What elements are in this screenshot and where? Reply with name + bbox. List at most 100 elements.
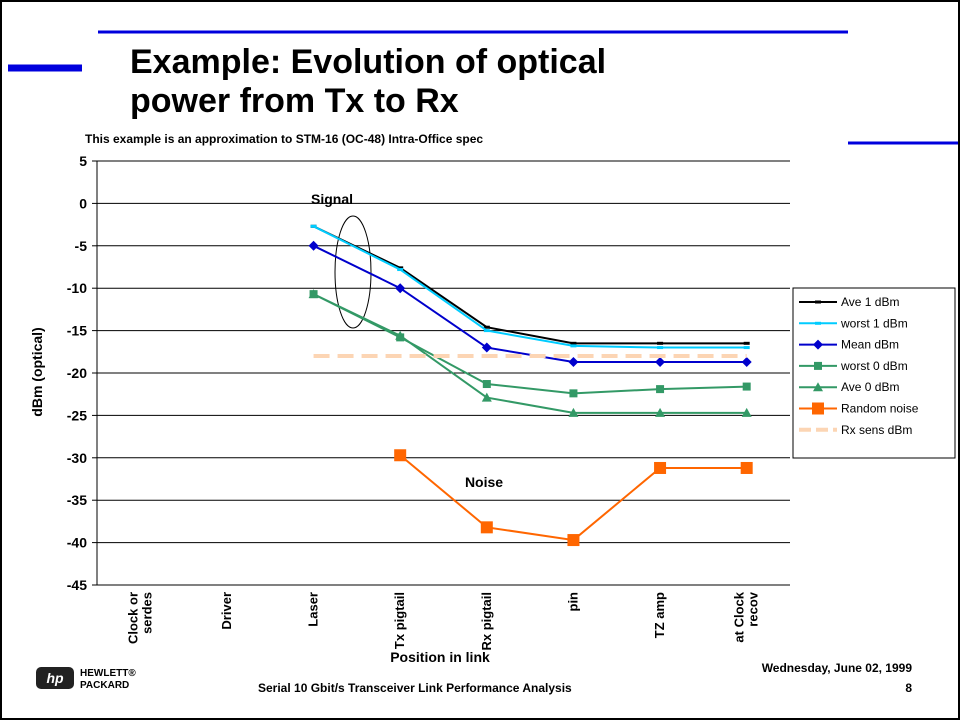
x-tick-box: TZ amp — [652, 592, 668, 639]
data-point — [655, 407, 666, 417]
x-tick-label: Tx pigtail — [392, 592, 408, 650]
data-point — [481, 392, 492, 402]
data-point — [569, 389, 578, 398]
series-line — [313, 293, 747, 395]
data-point — [654, 461, 667, 474]
data-point — [397, 268, 404, 272]
data-point — [482, 380, 491, 389]
data-point — [310, 224, 317, 228]
x-tick-group: pin — [565, 592, 581, 612]
data-point — [570, 344, 577, 348]
x-tick-group: TZ amp — [652, 592, 668, 639]
data-point — [568, 356, 579, 367]
annotation: Noise — [465, 474, 503, 490]
legend-marker — [815, 300, 821, 304]
data-point — [308, 240, 319, 251]
date: Wednesday, June 02, 1999 — [762, 661, 913, 675]
x-tick-box: Clock or serdes — [125, 592, 155, 645]
footer: Serial 10 Gbit/s Transceiver Link Perfor… — [258, 681, 572, 695]
x-tick-label: TZ amp — [652, 592, 668, 639]
y-tick-label: -15 — [67, 323, 87, 339]
x-tick-group: Tx pigtail — [392, 592, 408, 650]
page-number: 8 — [905, 681, 912, 695]
data-point — [656, 385, 665, 394]
legend-label: Mean dBm — [841, 338, 899, 352]
legend-label: worst 0 dBm — [840, 359, 908, 373]
data-point — [483, 325, 490, 329]
data-point — [570, 341, 577, 345]
x-tick-label: at Clock recov — [731, 592, 761, 643]
x-tick-label: pin — [565, 592, 581, 612]
legend-label: Rx sens dBm — [841, 423, 912, 437]
series-line — [313, 225, 747, 349]
y-tick-label: -10 — [67, 280, 87, 296]
x-tick-group: Laser — [305, 592, 321, 627]
data-point — [395, 330, 406, 340]
logo-text: HEWLETT® — [80, 668, 136, 679]
data-point — [741, 356, 752, 367]
data-point — [741, 407, 752, 417]
legend-marker — [813, 382, 823, 392]
legend-label: Ave 1 dBm — [841, 295, 899, 309]
data-point — [657, 346, 664, 350]
x-tick-label: Rx pigtail — [478, 592, 494, 651]
data-point — [395, 283, 406, 294]
legend-marker — [814, 361, 822, 370]
data-point — [481, 342, 492, 353]
x-tick-label: Laser — [305, 592, 321, 627]
legend-marker — [812, 402, 824, 415]
x-tick-group: at Clock recov — [731, 592, 761, 643]
data-point — [743, 341, 750, 345]
y-tick-label: -40 — [67, 535, 87, 551]
chart-title: This example is an approximation to STM-… — [85, 132, 483, 146]
x-tick-box: Rx pigtail — [478, 592, 494, 651]
y-tick-label: -30 — [67, 450, 87, 466]
y-tick-label: -35 — [67, 492, 87, 508]
y-tick-label: 5 — [79, 153, 87, 169]
data-point — [743, 346, 750, 350]
x-tick-box: at Clock recov — [731, 592, 761, 643]
y-tick-label: -20 — [67, 365, 87, 381]
x-tick-group: Rx pigtail — [478, 592, 494, 651]
annotation: Signal — [311, 191, 353, 207]
data-point — [480, 521, 493, 534]
data-point — [740, 461, 753, 474]
series-line — [313, 225, 747, 345]
data-point — [742, 382, 751, 391]
y-tick-label: -25 — [67, 407, 87, 423]
legend-marker — [813, 339, 823, 350]
x-axis-label: Position in link — [390, 649, 490, 665]
x-tick-label: Driver — [218, 592, 234, 630]
legend-marker — [815, 321, 821, 325]
slide-title: Example: Evolution of optical — [130, 43, 606, 81]
logo-mark: hp — [46, 670, 64, 686]
data-point — [397, 266, 404, 270]
data-point — [308, 289, 319, 299]
data-point — [655, 356, 666, 367]
legend-label: worst 1 dBm — [840, 316, 908, 330]
x-tick-box: Driver — [218, 592, 234, 630]
data-point — [394, 449, 407, 462]
logo-text: PACKARD — [80, 680, 129, 691]
x-tick-group: Driver — [218, 592, 234, 630]
series-line — [313, 293, 747, 414]
y-tick-label: -45 — [67, 577, 87, 593]
y-axis-label: dBm (optical) — [29, 327, 45, 416]
y-tick-label: 0 — [79, 195, 87, 211]
data-point — [567, 534, 580, 547]
signal-ellipse — [334, 215, 372, 329]
logo — [36, 667, 74, 689]
x-tick-group: Clock or serdes — [125, 592, 155, 645]
legend-label: Ave 0 dBm — [841, 380, 899, 394]
data-point — [657, 341, 664, 345]
y-tick-label: -5 — [75, 238, 88, 254]
x-tick-box: Laser — [305, 592, 321, 627]
data-point — [568, 407, 579, 417]
slide-title: power from Tx to Rx — [130, 82, 459, 120]
x-tick-label: Clock or serdes — [125, 592, 155, 645]
x-tick-box: Tx pigtail — [392, 592, 408, 650]
x-tick-box: pin — [565, 592, 581, 612]
legend-label: Random noise — [841, 402, 919, 416]
data-point — [483, 329, 490, 333]
